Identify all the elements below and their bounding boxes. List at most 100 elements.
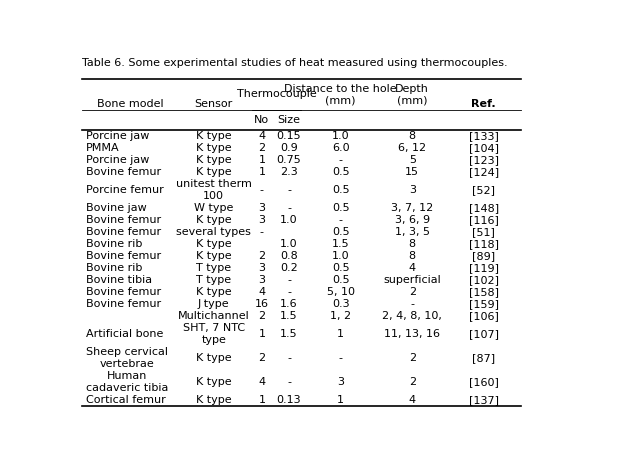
Text: 4: 4 — [258, 287, 265, 297]
Text: 0.13: 0.13 — [277, 395, 301, 405]
Text: -: - — [287, 377, 291, 387]
Text: 2: 2 — [409, 287, 416, 297]
Text: Bovine femur: Bovine femur — [86, 299, 161, 309]
Text: [52]: [52] — [472, 185, 495, 195]
Text: 8: 8 — [409, 131, 416, 141]
Text: 5, 10: 5, 10 — [327, 287, 355, 297]
Text: [158]: [158] — [469, 287, 499, 297]
Text: 1.6: 1.6 — [280, 299, 298, 309]
Text: 6, 12: 6, 12 — [398, 143, 426, 153]
Text: Bovine femur: Bovine femur — [86, 251, 161, 261]
Text: 1: 1 — [258, 167, 265, 177]
Text: -: - — [260, 185, 264, 195]
Text: T type: T type — [197, 275, 232, 285]
Text: 2: 2 — [258, 353, 265, 363]
Text: 1.5: 1.5 — [332, 239, 350, 249]
Text: -: - — [410, 299, 414, 309]
Text: -: - — [339, 155, 343, 165]
Text: 0.5: 0.5 — [332, 275, 350, 285]
Text: [107]: [107] — [469, 329, 499, 339]
Text: 16: 16 — [255, 299, 269, 309]
Text: Artificial bone: Artificial bone — [86, 329, 163, 339]
Text: K type: K type — [196, 353, 232, 363]
Text: -: - — [287, 203, 291, 213]
Text: [106]: [106] — [469, 311, 499, 321]
Text: 0.2: 0.2 — [280, 263, 298, 273]
Text: [104]: [104] — [469, 143, 499, 153]
Text: Bovine tibia: Bovine tibia — [86, 275, 152, 285]
Text: K type: K type — [196, 131, 232, 141]
Text: -: - — [339, 215, 343, 225]
Text: 1: 1 — [258, 395, 265, 405]
Text: [124]: [124] — [469, 167, 499, 177]
Text: J type: J type — [198, 299, 230, 309]
Text: 2.3: 2.3 — [280, 167, 298, 177]
Text: -: - — [287, 287, 291, 297]
Text: Bovine femur: Bovine femur — [86, 215, 161, 225]
Text: Porcine jaw: Porcine jaw — [86, 131, 149, 141]
Text: 1: 1 — [337, 395, 344, 405]
Text: 0.9: 0.9 — [280, 143, 298, 153]
Text: [89]: [89] — [472, 251, 495, 261]
Text: Porcine femur: Porcine femur — [86, 185, 163, 195]
Text: 2, 4, 8, 10,: 2, 4, 8, 10, — [382, 311, 442, 321]
Text: 2: 2 — [258, 251, 265, 261]
Text: W type: W type — [194, 203, 233, 213]
Text: Bovine rib: Bovine rib — [86, 239, 142, 249]
Text: Distance to the hole
(mm): Distance to the hole (mm) — [284, 84, 397, 105]
Text: 8: 8 — [409, 251, 416, 261]
Text: 6.0: 6.0 — [332, 143, 350, 153]
Text: 1: 1 — [337, 329, 344, 339]
Text: Multichannel: Multichannel — [178, 311, 250, 321]
Text: 1.5: 1.5 — [280, 329, 298, 339]
Text: 0.8: 0.8 — [280, 251, 298, 261]
Text: [87]: [87] — [472, 353, 495, 363]
Text: [51]: [51] — [473, 227, 495, 237]
Text: K type: K type — [196, 155, 232, 165]
Text: 3: 3 — [258, 263, 265, 273]
Text: 0.75: 0.75 — [277, 155, 301, 165]
Text: 8: 8 — [409, 239, 416, 249]
Text: 0.5: 0.5 — [332, 227, 350, 237]
Text: Bone model: Bone model — [97, 99, 163, 109]
Text: SHT, 7 NTC
type: SHT, 7 NTC type — [183, 323, 245, 344]
Text: Human
cadaveric tibia: Human cadaveric tibia — [86, 371, 169, 393]
Text: 0.5: 0.5 — [332, 167, 350, 177]
Text: K type: K type — [196, 143, 232, 153]
Text: 3, 7, 12: 3, 7, 12 — [391, 203, 433, 213]
Text: 0.15: 0.15 — [277, 131, 301, 141]
Text: -: - — [260, 227, 264, 237]
Text: K type: K type — [196, 239, 232, 249]
Text: [159]: [159] — [469, 299, 499, 309]
Text: 3: 3 — [258, 275, 265, 285]
Text: [116]: [116] — [469, 215, 499, 225]
Text: 3: 3 — [258, 215, 265, 225]
Text: 11, 13, 16: 11, 13, 16 — [384, 329, 440, 339]
Text: [119]: [119] — [469, 263, 499, 273]
Text: 3: 3 — [409, 185, 416, 195]
Text: 15: 15 — [405, 167, 419, 177]
Text: 3: 3 — [337, 377, 344, 387]
Text: Sheep cervical
vertebrae: Sheep cervical vertebrae — [86, 347, 168, 369]
Text: [133]: [133] — [469, 131, 499, 141]
Text: K type: K type — [196, 377, 232, 387]
Text: 1, 3, 5: 1, 3, 5 — [395, 227, 430, 237]
Text: 3: 3 — [258, 203, 265, 213]
Text: 0.3: 0.3 — [332, 299, 350, 309]
Text: K type: K type — [196, 287, 232, 297]
Text: Bovine femur: Bovine femur — [86, 167, 161, 177]
Text: -: - — [287, 185, 291, 195]
Text: Porcine jaw: Porcine jaw — [86, 155, 149, 165]
Text: unitest therm
100: unitest therm 100 — [176, 179, 252, 201]
Text: Bovine femur: Bovine femur — [86, 287, 161, 297]
Text: 4: 4 — [409, 395, 416, 405]
Text: K type: K type — [196, 395, 232, 405]
Text: -: - — [287, 353, 291, 363]
Text: -: - — [287, 275, 291, 285]
Text: 2: 2 — [409, 353, 416, 363]
Text: Size: Size — [277, 115, 300, 125]
Text: 1: 1 — [258, 329, 265, 339]
Text: 2: 2 — [258, 143, 265, 153]
Text: 3, 6, 9: 3, 6, 9 — [395, 215, 430, 225]
Text: Table 6. Some experimental studies of heat measured using thermocouples.: Table 6. Some experimental studies of he… — [82, 59, 508, 69]
